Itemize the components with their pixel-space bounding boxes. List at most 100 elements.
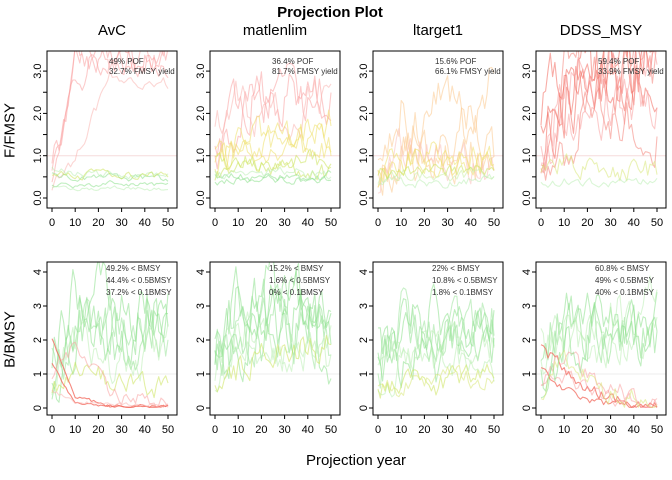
column-title-ddss-msy: DDSS_MSY (559, 22, 643, 39)
svg-text:40: 40 (628, 424, 640, 436)
svg-text:33.9% FMSY yield: 33.9% FMSY yield (598, 67, 664, 76)
svg-text:2.0: 2.0 (358, 106, 370, 121)
svg-text:2: 2 (195, 337, 207, 343)
svg-text:20: 20 (581, 217, 593, 229)
svg-text:40: 40 (465, 217, 477, 229)
svg-text:40: 40 (302, 424, 314, 436)
svg-text:30: 30 (115, 217, 127, 229)
svg-text:20: 20 (255, 217, 267, 229)
svg-text:10: 10 (69, 424, 81, 436)
svg-text:0: 0 (212, 217, 218, 229)
svg-text:0% < 0.1BMSY: 0% < 0.1BMSY (269, 288, 324, 297)
svg-text:2.0: 2.0 (195, 106, 207, 121)
svg-text:66.1% FMSY yield: 66.1% FMSY yield (435, 67, 501, 76)
svg-text:0: 0 (375, 217, 381, 229)
svg-text:2.0: 2.0 (521, 106, 533, 121)
svg-text:1.0: 1.0 (521, 148, 533, 163)
svg-text:10: 10 (558, 217, 570, 229)
svg-text:0: 0 (212, 424, 218, 436)
column-title-avc: AvC (97, 22, 127, 39)
svg-text:4: 4 (521, 269, 533, 275)
svg-text:1: 1 (32, 371, 44, 377)
svg-text:15.2% < BMSY: 15.2% < BMSY (269, 264, 324, 273)
svg-text:30: 30 (604, 217, 616, 229)
svg-text:37.2% < 0.1BMSY: 37.2% < 0.1BMSY (106, 288, 172, 297)
svg-text:4: 4 (32, 269, 44, 275)
svg-text:44.4% < 0.5BMSY: 44.4% < 0.5BMSY (106, 276, 172, 285)
svg-text:81.7% FMSY yield: 81.7% FMSY yield (272, 67, 338, 76)
svg-text:1: 1 (195, 371, 207, 377)
svg-text:10: 10 (558, 424, 570, 436)
svg-text:0: 0 (49, 217, 55, 229)
svg-text:0.0: 0.0 (32, 190, 44, 205)
column-title-ltarget1: ltarget1 (412, 22, 464, 39)
svg-text:40: 40 (628, 217, 640, 229)
svg-text:2: 2 (32, 337, 44, 343)
svg-text:40: 40 (139, 424, 151, 436)
svg-text:4: 4 (358, 269, 370, 275)
svg-text:3.0: 3.0 (358, 63, 370, 78)
svg-text:15.6% POF: 15.6% POF (435, 57, 476, 66)
svg-text:3.0: 3.0 (32, 63, 44, 78)
svg-text:50: 50 (325, 424, 337, 436)
svg-text:30: 30 (441, 424, 453, 436)
svg-text:3.0: 3.0 (521, 63, 533, 78)
page-title: Projection Plot (277, 4, 383, 21)
svg-text:10: 10 (69, 217, 81, 229)
svg-text:10: 10 (395, 424, 407, 436)
svg-text:50: 50 (325, 217, 337, 229)
svg-text:49% < 0.5BMSY: 49% < 0.5BMSY (595, 276, 655, 285)
svg-text:0: 0 (358, 405, 370, 411)
svg-text:0.0: 0.0 (521, 190, 533, 205)
svg-text:0: 0 (538, 424, 544, 436)
svg-text:0: 0 (521, 405, 533, 411)
svg-text:0.0: 0.0 (195, 190, 207, 205)
svg-text:0.0: 0.0 (358, 190, 370, 205)
svg-text:50: 50 (651, 424, 663, 436)
svg-text:40: 40 (139, 217, 151, 229)
svg-text:0: 0 (32, 405, 44, 411)
svg-text:50: 50 (162, 424, 174, 436)
svg-text:40% < 0.1BMSY: 40% < 0.1BMSY (595, 288, 655, 297)
svg-text:20: 20 (581, 424, 593, 436)
svg-text:20: 20 (255, 424, 267, 436)
svg-text:30: 30 (604, 424, 616, 436)
svg-text:49.2% < BMSY: 49.2% < BMSY (106, 264, 161, 273)
svg-text:49% POF: 49% POF (109, 57, 144, 66)
svg-text:30: 30 (278, 424, 290, 436)
svg-text:3.0: 3.0 (195, 63, 207, 78)
svg-text:40: 40 (465, 424, 477, 436)
svg-text:50: 50 (488, 424, 500, 436)
svg-text:59.4% POF: 59.4% POF (598, 57, 639, 66)
svg-text:0: 0 (375, 424, 381, 436)
svg-text:10: 10 (395, 217, 407, 229)
svg-text:1.8% < 0.1BMSY: 1.8% < 0.1BMSY (432, 288, 494, 297)
svg-text:1.0: 1.0 (358, 148, 370, 163)
svg-text:1.0: 1.0 (32, 148, 44, 163)
svg-text:0: 0 (49, 424, 55, 436)
svg-text:10.8% < 0.5BMSY: 10.8% < 0.5BMSY (432, 276, 498, 285)
svg-text:36.4% POF: 36.4% POF (272, 57, 313, 66)
svg-text:0: 0 (195, 405, 207, 411)
svg-text:60.8% < BMSY: 60.8% < BMSY (595, 264, 650, 273)
svg-text:20: 20 (92, 217, 104, 229)
svg-text:20: 20 (418, 217, 430, 229)
svg-text:0: 0 (538, 217, 544, 229)
svg-text:1: 1 (358, 371, 370, 377)
svg-text:40: 40 (302, 217, 314, 229)
svg-text:20: 20 (418, 424, 430, 436)
svg-text:30: 30 (441, 217, 453, 229)
svg-text:3: 3 (521, 303, 533, 309)
svg-text:3: 3 (358, 303, 370, 309)
svg-text:2: 2 (521, 337, 533, 343)
svg-text:4: 4 (195, 269, 207, 275)
svg-text:2: 2 (358, 337, 370, 343)
x-axis-label: Projection year (305, 452, 407, 469)
svg-text:30: 30 (278, 217, 290, 229)
svg-text:10: 10 (232, 217, 244, 229)
svg-text:22% < BMSY: 22% < BMSY (432, 264, 480, 273)
svg-text:10: 10 (232, 424, 244, 436)
svg-text:3: 3 (32, 303, 44, 309)
svg-text:2.0: 2.0 (32, 106, 44, 121)
